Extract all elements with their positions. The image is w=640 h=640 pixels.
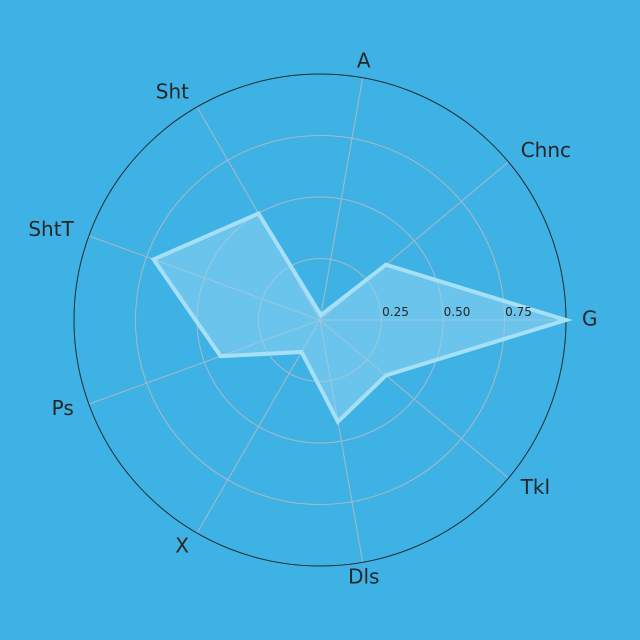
r-tick-label-2: 0.50 (444, 305, 471, 319)
axis-label-chnc: Chnc (521, 138, 571, 162)
axis-label-g: G (582, 307, 598, 331)
tick-layer: 0.25 0.50 0.75 (382, 305, 532, 319)
axis-label-x: X (175, 533, 189, 557)
axis-label-a: A (357, 48, 371, 72)
r-tick-label-1: 0.25 (382, 305, 409, 319)
label-layer: G Chnc A Sht ShtT Ps X Dls Tkl (28, 48, 597, 588)
axis-label-ps: Ps (52, 396, 74, 420)
r-tick-label-3: 0.75 (505, 305, 532, 319)
axis-label-dls: Dls (348, 565, 379, 589)
axis-label-shtt: ShtT (28, 217, 74, 241)
data-polygon (150, 210, 573, 426)
axis-label-tkl: Tkl (520, 475, 550, 499)
axis-label-sht: Sht (156, 80, 189, 104)
series-layer (150, 210, 573, 426)
